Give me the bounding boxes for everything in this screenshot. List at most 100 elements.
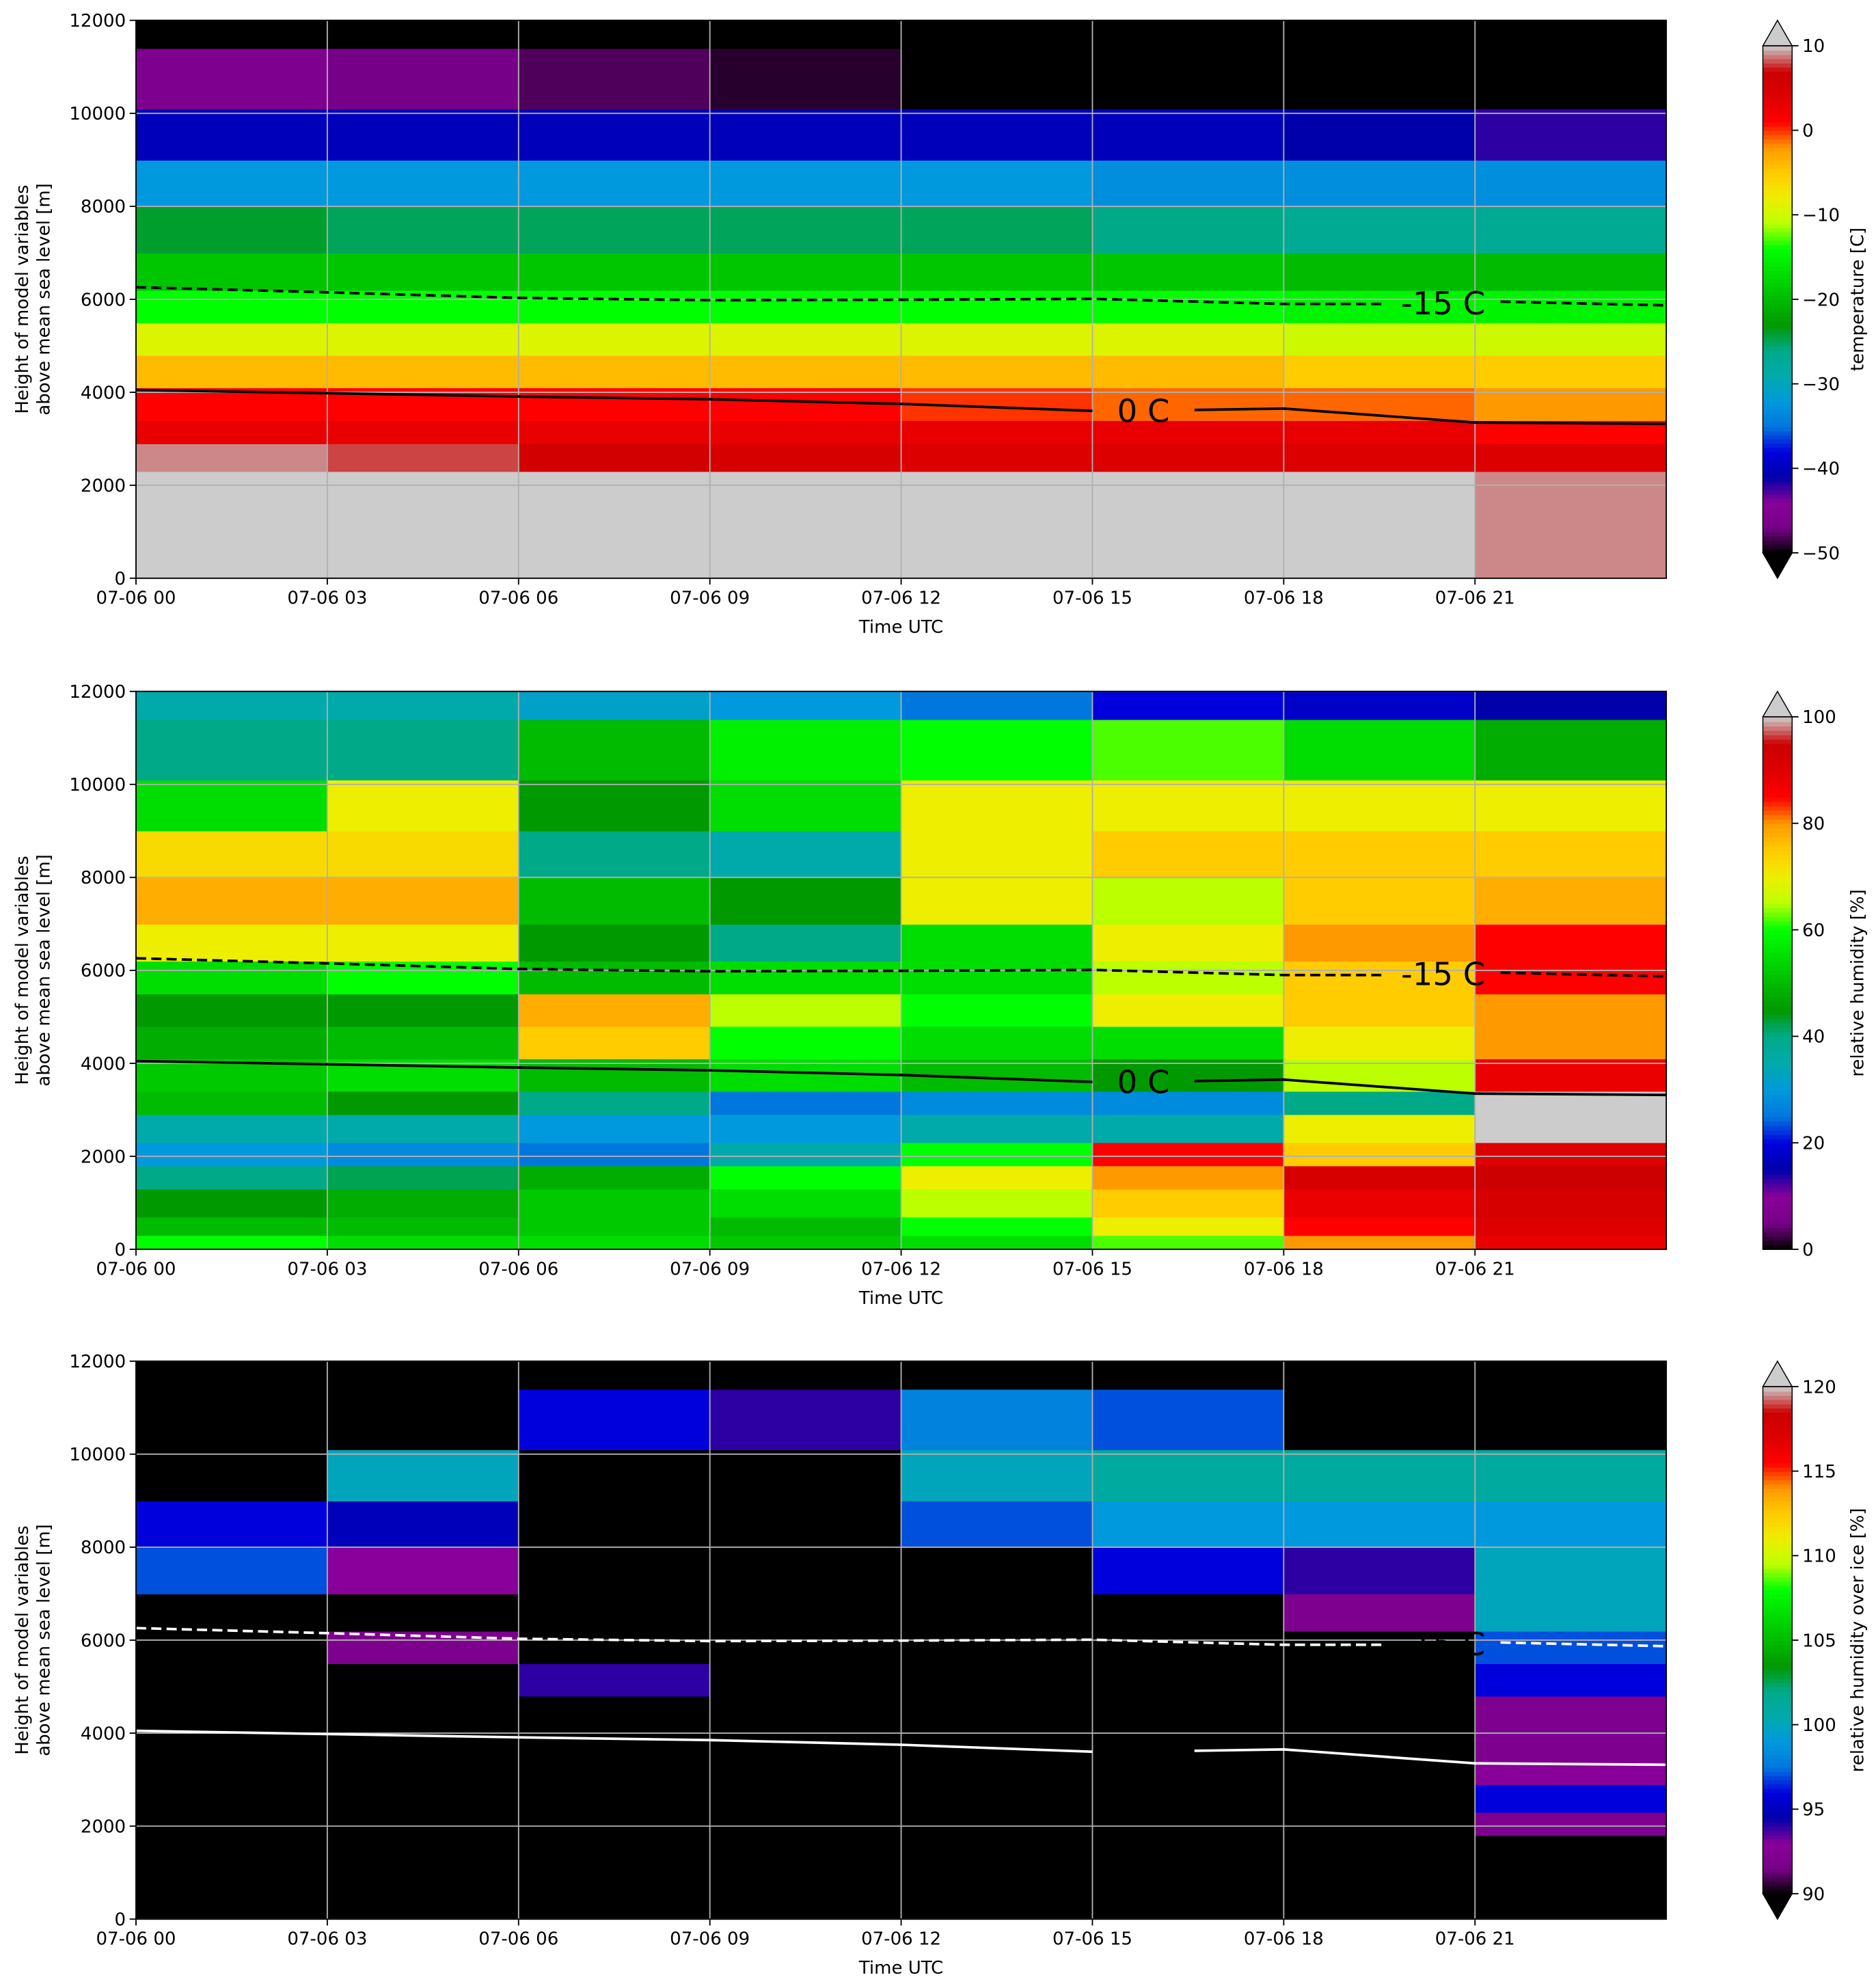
colorbar-segment	[1763, 992, 1793, 998]
y-axis-label: Height of model variables	[12, 856, 33, 1085]
colorbar-segment	[1763, 122, 1793, 127]
heatmap-cell	[518, 20, 711, 49]
colorbar-segment	[1763, 1847, 1793, 1853]
colorbar-tick-label: 115	[1802, 1462, 1836, 1482]
heatmap-cell	[1283, 206, 1476, 254]
colorbar-segment	[1763, 1111, 1793, 1117]
colorbar-segment	[1763, 498, 1793, 503]
heatmap-cell	[136, 443, 328, 472]
heatmap-cell	[1283, 1235, 1476, 1251]
colorbar-segment	[1763, 1072, 1793, 1077]
colorbar-segment	[1763, 147, 1793, 152]
heatmap-cell	[901, 252, 1093, 291]
colorbar-segment	[1763, 765, 1793, 771]
colorbar-segment	[1763, 832, 1793, 838]
y-tick-label: 10000	[69, 775, 126, 795]
colorbar-segment	[1763, 459, 1793, 465]
heatmap-cell	[901, 1500, 1093, 1548]
colorbar-segment	[1763, 138, 1793, 144]
colorbar-segment	[1763, 409, 1793, 415]
colorbar-segment	[1763, 1885, 1793, 1890]
colorbar-segment	[1763, 743, 1793, 749]
colorbar-segment	[1763, 493, 1793, 499]
heatmap-cell	[327, 1165, 519, 1190]
heatmap-cell	[1092, 1812, 1285, 1836]
colorbar-segment	[1763, 544, 1793, 549]
colorbar-segment	[1763, 1800, 1793, 1806]
colorbar-segment	[1763, 1488, 1793, 1493]
colorbar-segment	[1763, 329, 1793, 334]
colorbar-segment	[1763, 863, 1793, 869]
colorbar-label: relative humidity [%]	[1847, 889, 1868, 1077]
heatmap-cell	[1475, 206, 1668, 254]
colorbar-segment	[1763, 510, 1793, 516]
colorbar-segment	[1763, 472, 1793, 478]
colorbar-segment	[1763, 1231, 1793, 1237]
x-axis-label: Time UTC	[858, 617, 944, 638]
colorbar-segment	[1763, 273, 1793, 280]
heatmap-cell	[709, 1235, 902, 1251]
heatmap-cell	[1092, 1091, 1285, 1115]
y-axis-label: Height of model variables	[12, 1525, 33, 1754]
heatmap-cell	[1475, 471, 1668, 580]
heatmap-cell	[709, 159, 902, 207]
heatmap-cell	[1283, 1663, 1476, 1697]
heatmap-cell	[136, 1114, 328, 1143]
colorbar-segment	[1763, 1560, 1793, 1565]
heatmap-cell	[709, 1026, 902, 1060]
heatmap-cell	[136, 252, 328, 291]
heatmap-cell	[1475, 1812, 1668, 1836]
colorbar-segment	[1763, 337, 1793, 342]
heatmap-cell	[1283, 159, 1476, 207]
heatmap-cell	[709, 1188, 902, 1218]
heatmap-cell	[1283, 691, 1476, 720]
heatmap-cell	[709, 290, 902, 323]
heatmap-cell	[327, 20, 519, 49]
colorbar-segment	[1763, 1813, 1793, 1819]
colorbar-segment	[1763, 1716, 1793, 1721]
colorbar-segment	[1763, 1817, 1793, 1823]
colorbar-segment	[1763, 1085, 1793, 1091]
colorbar-segment	[1763, 308, 1793, 313]
heatmap-cell	[709, 20, 902, 49]
colorbar-segment	[1763, 1606, 1793, 1611]
colorbar-segment	[1763, 1098, 1793, 1104]
heatmap-cell	[327, 206, 519, 254]
colorbar-segment	[1763, 970, 1793, 975]
colorbar-segment	[1763, 1830, 1793, 1836]
heatmap-cell	[327, 779, 519, 832]
heatmap-cell	[1283, 877, 1476, 925]
colorbar-segment	[1763, 1107, 1793, 1113]
colorbar-segment	[1763, 358, 1793, 364]
heatmap-cell	[709, 1449, 902, 1501]
heatmap-cell	[1283, 993, 1476, 1027]
heatmap-cell	[136, 1696, 328, 1762]
heatmap-cell	[709, 1091, 902, 1115]
heatmap-cell	[327, 830, 519, 878]
colorbar-segment	[1763, 1191, 1793, 1197]
colorbar-segment	[1763, 934, 1793, 940]
colorbar-segment	[1763, 1728, 1793, 1734]
heatmap-cell	[327, 1500, 519, 1548]
colorbar-segment	[1763, 1712, 1793, 1717]
colorbar-segment	[1763, 1093, 1793, 1100]
heatmap-cell	[1283, 322, 1476, 356]
heatmap-cell	[709, 1142, 902, 1167]
heatmap-cell	[136, 877, 328, 925]
heatmap-cell	[327, 691, 519, 720]
heatmap-cell	[327, 961, 519, 994]
colorbar-segment	[1763, 480, 1793, 487]
x-tick-label: 07-06 21	[1435, 588, 1515, 608]
colorbar-segment	[1763, 787, 1793, 793]
colorbar-segment	[1763, 193, 1793, 199]
colorbar-segment	[1763, 1674, 1793, 1679]
colorbar-segment	[1763, 1160, 1793, 1166]
contour-label: -15 C	[1401, 1626, 1485, 1663]
colorbar-segment	[1763, 1449, 1793, 1456]
y-tick-label: 10000	[69, 1445, 126, 1465]
heatmap-cell	[518, 1500, 711, 1548]
heatmap-cell	[709, 993, 902, 1027]
colorbar-segment	[1763, 354, 1793, 359]
colorbar-segment	[1763, 1788, 1793, 1793]
heatmap-cell	[901, 691, 1093, 720]
